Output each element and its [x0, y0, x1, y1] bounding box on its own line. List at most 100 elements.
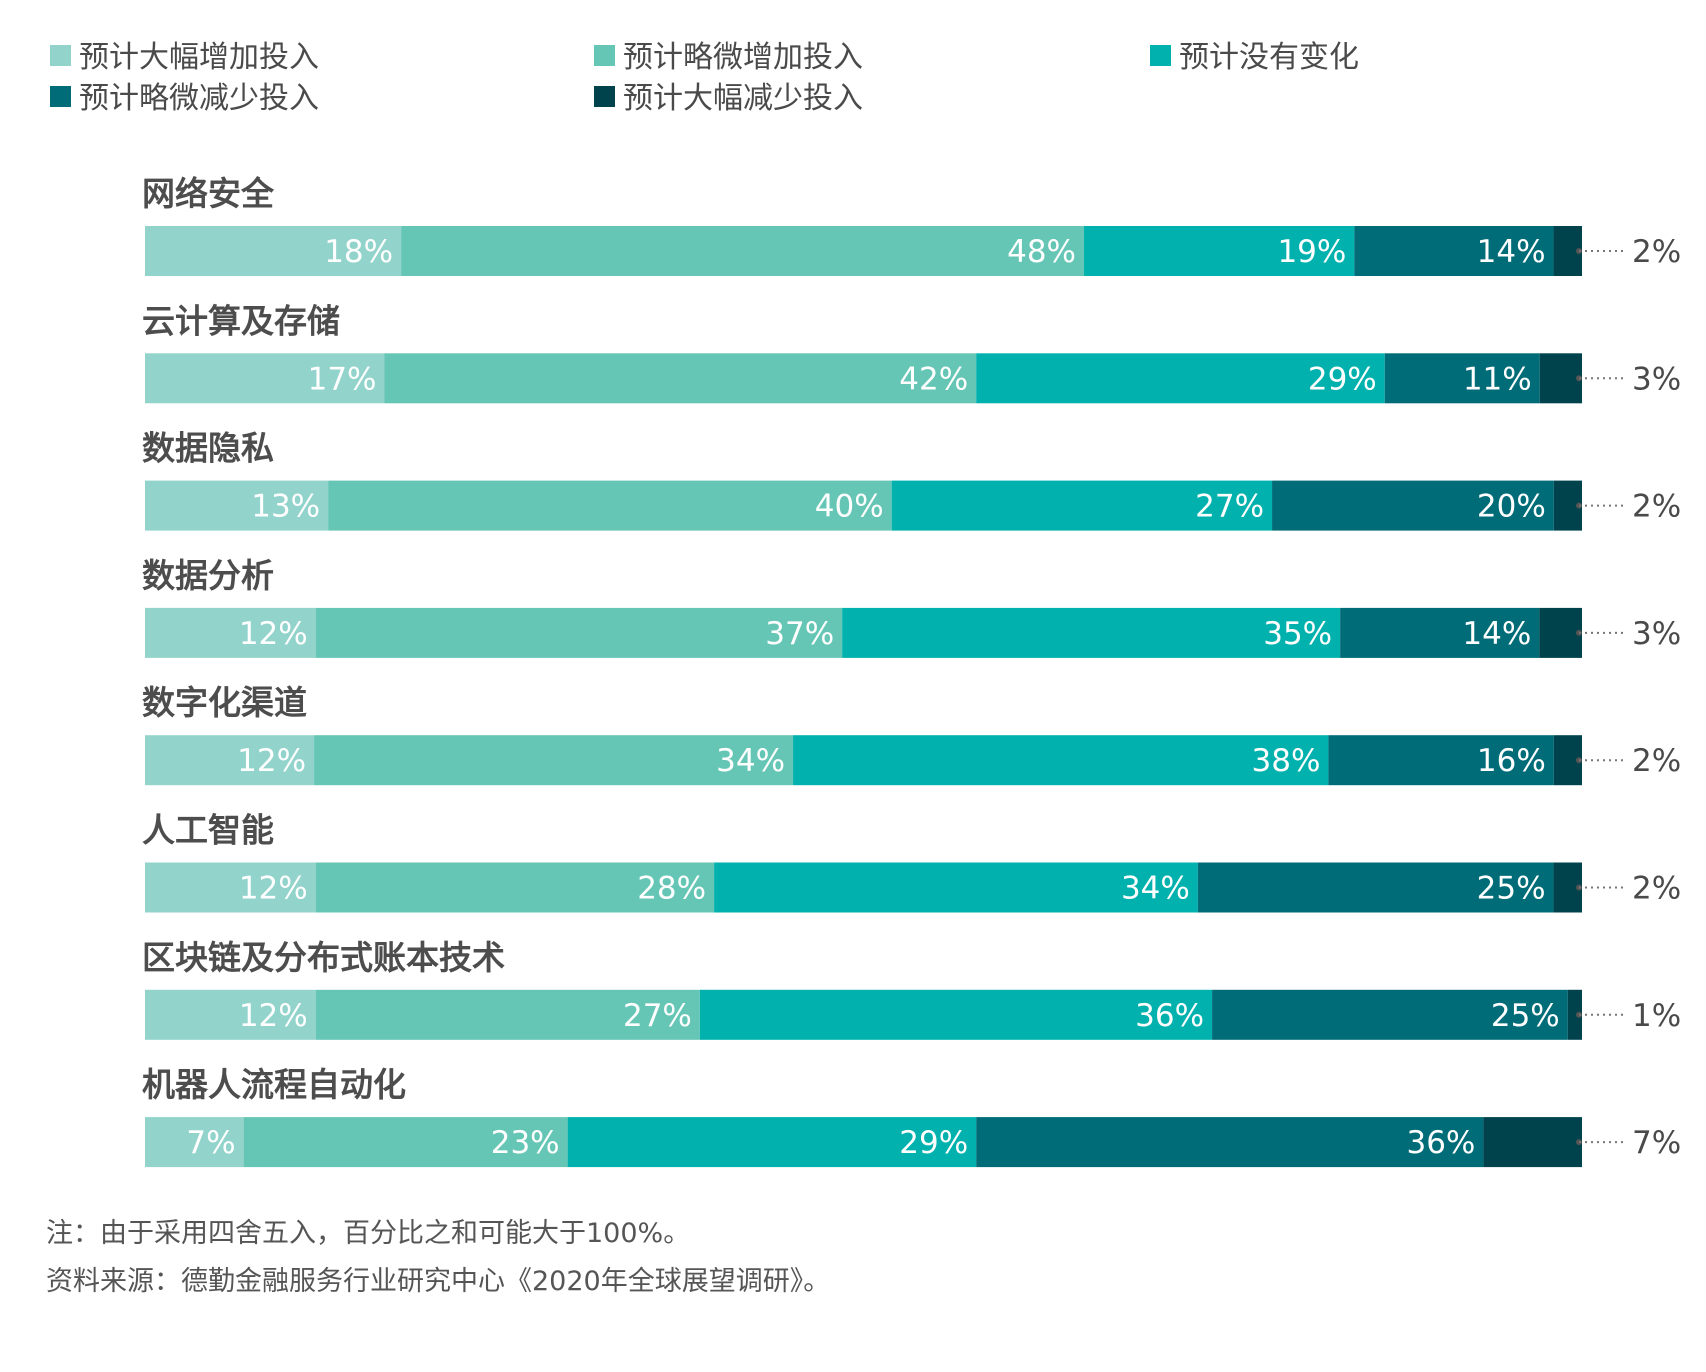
- bar-segment-2: [315, 607, 843, 658]
- data-label-5: 2%: [1632, 743, 1681, 779]
- bar-row-6: 人工智能 12% 28% 34% 25% 2%: [142, 811, 1681, 913]
- bar-segment-1: [145, 735, 315, 786]
- data-label-2: 34%: [716, 743, 785, 779]
- bar-segment-4: [1384, 353, 1540, 404]
- data-label-2: 42%: [899, 361, 968, 397]
- data-label-4: 14%: [1462, 616, 1531, 652]
- chart-notes: 注：由于采用四舍五入，百分比之和可能大于100%。 资料来源：德勤金融服务行业研…: [46, 1210, 830, 1306]
- bar-segment-4: [1340, 607, 1540, 658]
- legend-swatch-3: [1150, 45, 1171, 66]
- data-label-2: 48%: [1007, 234, 1076, 270]
- category-label: 数据隐私: [142, 429, 274, 468]
- data-label-5: 2%: [1632, 234, 1681, 270]
- data-label-3: 34%: [1121, 871, 1190, 907]
- bar-row-2: 云计算及存储 17% 42% 29% 11% 3%: [142, 301, 1681, 404]
- bar-segment-5: [1539, 353, 1582, 404]
- data-label-5: 2%: [1632, 871, 1681, 907]
- bar-segment-1: [145, 226, 402, 276]
- bar-segment-3: [842, 607, 1341, 658]
- legend-swatch-2: [594, 45, 615, 66]
- bar-segment-4: [976, 1117, 1484, 1168]
- bar-segment-2: [384, 353, 977, 404]
- data-label-4: 14%: [1477, 234, 1546, 270]
- bar-segment-2: [401, 226, 1085, 276]
- bar-segment-4: [1328, 735, 1554, 786]
- bar-segment-2: [315, 862, 715, 913]
- legend-label-5: 预计大幅减少投入: [623, 81, 863, 116]
- bar-row-1: 网络安全 18% 48% 19% 14% 2%: [142, 174, 1681, 276]
- data-label-3: 29%: [1308, 361, 1377, 397]
- data-label-4: 11%: [1463, 361, 1532, 397]
- bar-segment-4: [1354, 226, 1554, 276]
- legend-label-4: 预计略微减少投入: [79, 81, 319, 116]
- data-label-5: 1%: [1632, 998, 1681, 1034]
- bar-segment-3: [976, 353, 1385, 404]
- bar-row-5: 数字化渠道 12% 34% 38% 16% 2%: [142, 683, 1681, 786]
- bar-segment-1: [145, 989, 316, 1040]
- data-label-5: 7%: [1632, 1125, 1681, 1161]
- data-label-1: 7%: [186, 1125, 235, 1161]
- data-label-1: 12%: [239, 998, 308, 1034]
- category-label: 数字化渠道: [142, 683, 307, 722]
- category-label: 区块链及分布式账本技术: [142, 938, 505, 977]
- data-label-2: 23%: [491, 1125, 560, 1161]
- category-label: 数据分析: [142, 556, 274, 595]
- bar-row-8: 机器人流程自动化 7% 23% 29% 36% 7%: [142, 1065, 1681, 1168]
- bar-segment-2: [315, 989, 700, 1040]
- category-label: 机器人流程自动化: [142, 1065, 406, 1104]
- data-label-5: 3%: [1632, 616, 1681, 652]
- category-label: 人工智能: [142, 811, 274, 850]
- legend-swatch-4: [50, 86, 71, 107]
- bar-segment-3: [793, 735, 1329, 786]
- data-label-2: 40%: [815, 489, 884, 525]
- bar-segment-1: [145, 1117, 244, 1168]
- bar-segment-3: [891, 480, 1273, 531]
- data-label-4: 25%: [1477, 871, 1546, 907]
- data-label-1: 12%: [237, 743, 306, 779]
- data-label-4: 25%: [1491, 998, 1560, 1034]
- bar-segment-4: [1197, 862, 1554, 913]
- bar-segment-3: [1084, 226, 1355, 276]
- rounding-note: 注：由于采用四舍五入，百分比之和可能大于100%。: [46, 1218, 691, 1249]
- data-label-5: 2%: [1632, 489, 1681, 525]
- bar-segment-5: [1539, 607, 1582, 658]
- bar-segment-3: [699, 989, 1213, 1040]
- data-label-3: 19%: [1277, 234, 1346, 270]
- bar-row-3: 数据隐私 13% 40% 27% 20% 2%: [142, 429, 1681, 531]
- bar-segment-3: [714, 862, 1198, 913]
- legend-label-1: 预计大幅增加投入: [79, 40, 319, 75]
- data-label-4: 16%: [1477, 743, 1546, 779]
- bar-segment-1: [145, 862, 316, 913]
- bar-segment-2: [314, 735, 794, 786]
- data-label-1: 12%: [239, 616, 308, 652]
- legend-label-3: 预计没有变化: [1179, 40, 1359, 75]
- data-label-2: 37%: [765, 616, 834, 652]
- bar-segment-1: [145, 607, 316, 658]
- legend-swatch-5: [594, 86, 615, 107]
- bar-segment-5: [1567, 989, 1582, 1040]
- source-note: 资料来源：德勤金融服务行业研究中心《2020年全球展望调研》。: [46, 1266, 831, 1297]
- bar-segment-1: [145, 353, 385, 404]
- data-label-1: 17%: [308, 361, 377, 397]
- data-label-2: 28%: [637, 871, 706, 907]
- data-label-1: 18%: [324, 234, 393, 270]
- data-label-1: 13%: [251, 489, 320, 525]
- bar-segment-4: [1212, 989, 1568, 1040]
- data-label-5: 3%: [1632, 361, 1681, 397]
- bar-segment-1: [145, 480, 329, 531]
- data-label-3: 27%: [1195, 489, 1264, 525]
- legend-label-2: 预计略微增加投入: [623, 40, 863, 75]
- bar-segment-2: [243, 1117, 568, 1168]
- bar-segment-4: [1272, 480, 1554, 531]
- data-label-3: 38%: [1252, 743, 1321, 779]
- bar-row-4: 数据分析 12% 37% 35% 14% 3%: [142, 556, 1681, 658]
- data-label-4: 36%: [1406, 1125, 1475, 1161]
- data-label-3: 35%: [1263, 616, 1332, 652]
- bar-segment-3: [567, 1117, 977, 1168]
- data-label-4: 20%: [1477, 489, 1546, 525]
- data-label-2: 27%: [623, 998, 692, 1034]
- bar-row-7: 区块链及分布式账本技术 12% 27% 36% 25% 1%: [142, 938, 1681, 1040]
